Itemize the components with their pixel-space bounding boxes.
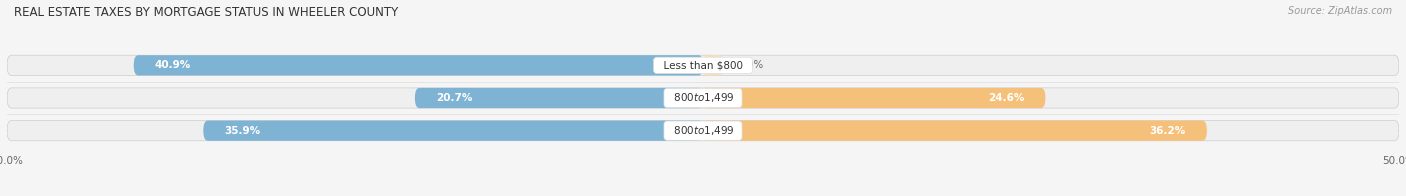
FancyBboxPatch shape — [703, 55, 724, 75]
Text: 24.6%: 24.6% — [988, 93, 1025, 103]
Text: Less than $800: Less than $800 — [657, 60, 749, 70]
Text: $800 to $1,499: $800 to $1,499 — [666, 92, 740, 104]
FancyBboxPatch shape — [134, 55, 703, 75]
Text: $800 to $1,499: $800 to $1,499 — [666, 124, 740, 137]
FancyBboxPatch shape — [7, 121, 1399, 141]
Text: 36.2%: 36.2% — [1150, 126, 1187, 136]
FancyBboxPatch shape — [7, 88, 1399, 108]
Text: REAL ESTATE TAXES BY MORTGAGE STATUS IN WHEELER COUNTY: REAL ESTATE TAXES BY MORTGAGE STATUS IN … — [14, 6, 398, 19]
Text: 35.9%: 35.9% — [224, 126, 260, 136]
Text: 20.7%: 20.7% — [436, 93, 472, 103]
Text: 0.0%: 0.0% — [738, 60, 763, 70]
Text: Source: ZipAtlas.com: Source: ZipAtlas.com — [1288, 6, 1392, 16]
FancyBboxPatch shape — [204, 121, 703, 141]
FancyBboxPatch shape — [415, 88, 703, 108]
FancyBboxPatch shape — [703, 88, 1046, 108]
FancyBboxPatch shape — [7, 55, 1399, 75]
FancyBboxPatch shape — [703, 121, 1206, 141]
Text: 40.9%: 40.9% — [155, 60, 191, 70]
